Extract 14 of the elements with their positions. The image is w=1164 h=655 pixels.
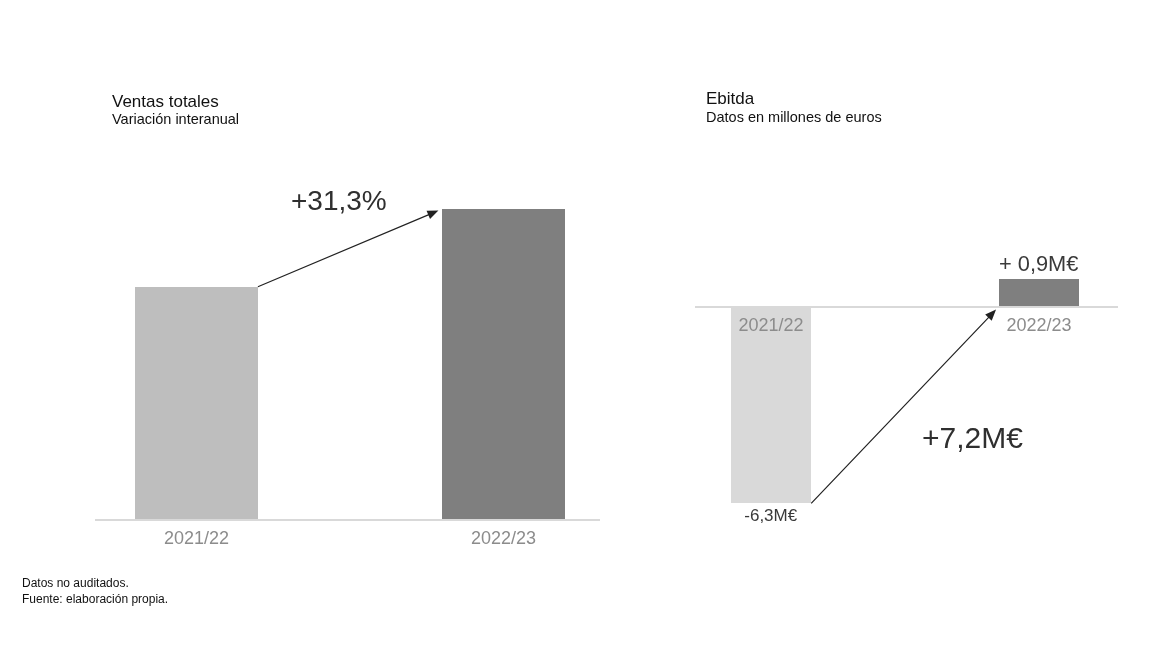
text: Datos no auditados. bbox=[22, 576, 129, 590]
x-tick-label: 2022/23 bbox=[470, 528, 537, 549]
chart-subtitle: Variación interanual bbox=[112, 111, 240, 127]
annotation: +7,2M€ bbox=[922, 421, 1024, 454]
source-note: Fuente: elaboración propia. bbox=[22, 592, 169, 606]
chart-subtitle: Datos en millones de euros bbox=[706, 109, 882, 125]
data-label: -6,3M€ bbox=[744, 506, 798, 525]
x-tick-label: 2021/22 bbox=[163, 528, 230, 549]
chart-title: Ebitda bbox=[706, 89, 755, 108]
x-tick-label: 2021/22 bbox=[738, 315, 804, 336]
x-tick-label: 2022/23 bbox=[1006, 315, 1072, 336]
annotation: +31,3% bbox=[291, 185, 387, 216]
chart-title: Ventas totales bbox=[112, 92, 219, 111]
data-label: + 0,9M€ bbox=[999, 251, 1079, 277]
